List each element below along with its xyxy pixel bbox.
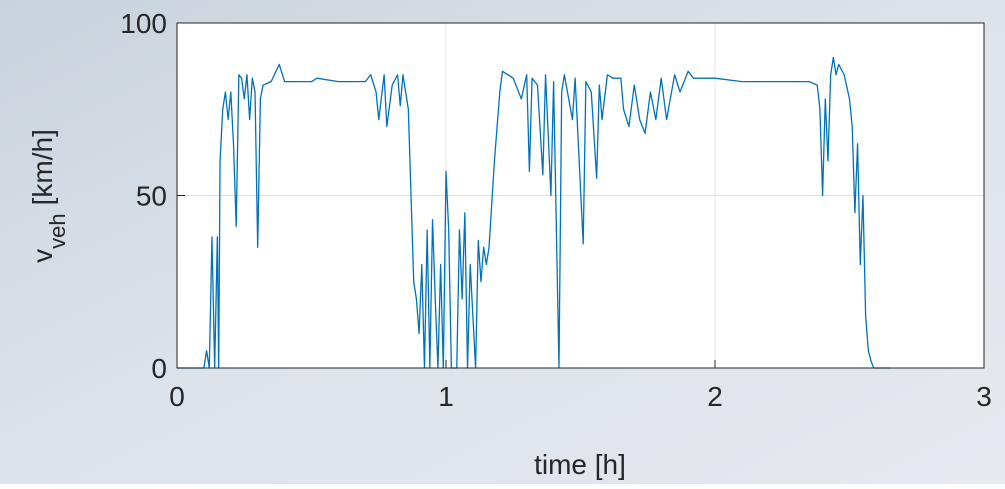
- x-tick-label: 0: [169, 381, 185, 412]
- y-tick-label: 0: [151, 353, 167, 384]
- y-axis-label: vveh [km/h]: [27, 129, 70, 263]
- y-tick-label: 100: [120, 8, 167, 39]
- y-tick-label: 50: [136, 181, 167, 212]
- x-tick-label: 2: [707, 381, 723, 412]
- x-tick-label: 1: [438, 381, 454, 412]
- x-tick-label: 3: [976, 381, 992, 412]
- y-label-text: v: [27, 249, 58, 263]
- data-line: [177, 56, 890, 369]
- y-label-suffix: [km/h]: [27, 129, 58, 205]
- y-label-subscript: veh: [45, 213, 70, 248]
- x-axis-label: time [h]: [534, 449, 626, 480]
